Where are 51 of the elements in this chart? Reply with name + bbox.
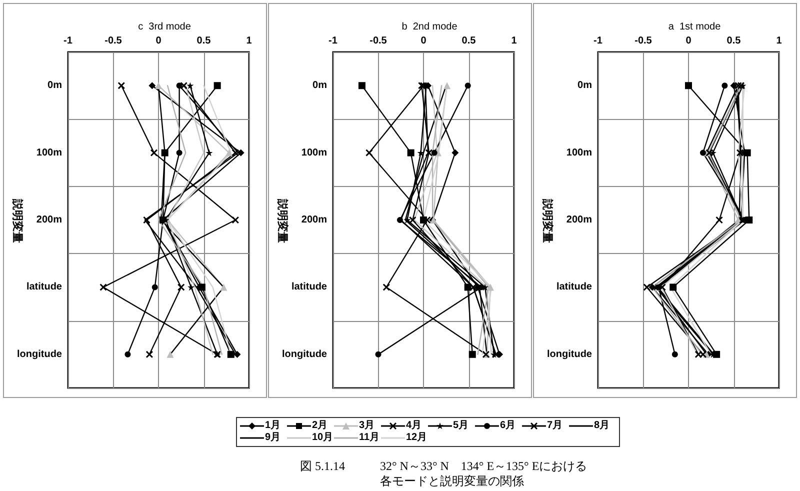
legend-label: 12月: [406, 432, 428, 444]
y-tick-label: 100m: [36, 147, 62, 158]
x-tick-label: 1: [776, 36, 782, 46]
legend-label: 1月: [265, 420, 281, 432]
x-tick-label: -1: [64, 36, 73, 46]
x-tick-label: 0: [686, 36, 692, 46]
y-tick-label: 200m: [36, 214, 62, 226]
x-tick-label: -0.5: [634, 36, 652, 46]
legend-label: 2月: [312, 420, 328, 432]
y-tick-label: 0m: [48, 80, 62, 92]
x-tick-label: -0.5: [370, 36, 388, 46]
legend-label: 11月: [359, 432, 380, 444]
y-axis-title: 説明変量: [541, 198, 554, 243]
caption: 図 5.1.14: [300, 459, 346, 475]
y-tick-label: 100m: [301, 147, 328, 158]
legend-label: 4月: [406, 420, 422, 432]
y-tick-label: latitude: [556, 282, 592, 293]
text: 各モードと説明変量の関係: [380, 474, 525, 489]
legend-label: 5月: [453, 420, 469, 432]
x-tick-label: 0.5: [726, 36, 742, 46]
y-tick-label: 0m: [312, 80, 328, 92]
y-tick-label: latitude: [291, 282, 328, 293]
y-tick-label: 0m: [578, 80, 592, 92]
x-tick-label: 1: [511, 36, 518, 46]
text: 32° N～33° N 134° E～135° Eにおける: [380, 459, 588, 474]
y-tick-label: longitude: [547, 348, 592, 360]
chart-title: b 2nd mode: [402, 22, 458, 32]
x-tick-label: 1: [246, 36, 252, 46]
y-tick-label: 200m: [566, 214, 592, 226]
legend-label: 10月: [312, 432, 334, 444]
x-tick-label: -0.5: [104, 36, 122, 46]
x-tick-label: 0.5: [462, 36, 476, 46]
y-tick-label: 100m: [566, 147, 592, 158]
x-tick-label: 0.5: [196, 36, 212, 46]
y-axis-title: 説明変量: [11, 198, 24, 243]
x-tick-label: 0: [420, 36, 427, 46]
legend-label: 6月: [500, 420, 516, 432]
y-axis-title: 説明変量: [276, 198, 289, 243]
y-tick-label: 200m: [301, 214, 328, 226]
x-tick-label: -1: [328, 36, 338, 46]
legend-label: 8月: [594, 420, 610, 432]
x-tick-label: 0: [156, 36, 162, 46]
legend-label: 7月: [547, 420, 563, 432]
chart-title: a 1st mode: [668, 22, 722, 32]
legend-label: 3月: [359, 420, 375, 432]
y-tick-label: latitude: [26, 282, 62, 293]
y-tick-label: longitude: [282, 348, 328, 360]
x-tick-label: -1: [594, 36, 603, 46]
chart-title: c 3rd mode: [138, 22, 192, 32]
legend-label: 9月: [265, 432, 281, 444]
y-tick-label: longitude: [17, 348, 62, 360]
